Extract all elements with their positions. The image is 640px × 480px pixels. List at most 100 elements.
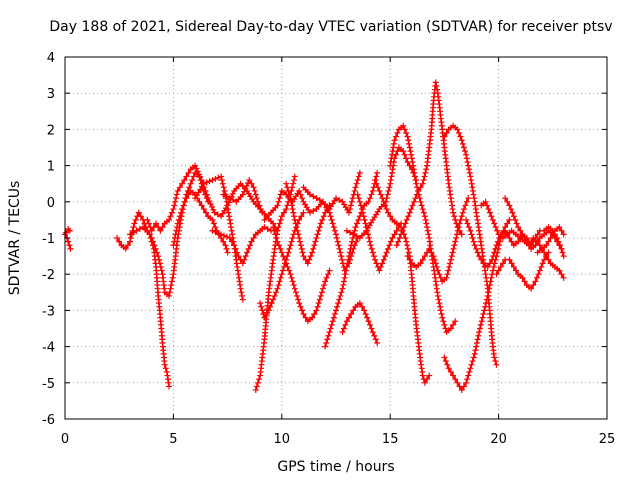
- data-point: [517, 227, 524, 234]
- data-point: [351, 227, 358, 234]
- data-point: [372, 336, 379, 343]
- data-point: [167, 213, 174, 220]
- data-point: [460, 206, 467, 213]
- data-point: [179, 180, 186, 187]
- y-tick-label: -4: [42, 341, 55, 356]
- data-point: [343, 267, 350, 274]
- data-point: [174, 220, 181, 227]
- data-point: [179, 206, 186, 213]
- data-point: [361, 307, 368, 314]
- data-point: [428, 249, 435, 256]
- data-point: [532, 278, 539, 285]
- data-point: [545, 238, 552, 245]
- data-point: [265, 307, 272, 314]
- data-point: [221, 187, 228, 194]
- series-track-30: [534, 224, 567, 256]
- data-point: [330, 224, 337, 231]
- data-point: [300, 253, 307, 260]
- data-point: [510, 213, 517, 220]
- data-point: [318, 289, 325, 296]
- data-point: [351, 187, 358, 194]
- data-point: [343, 263, 350, 270]
- data-point: [248, 180, 255, 187]
- data-point: [161, 361, 168, 368]
- data-point: [436, 271, 443, 278]
- data-point: [290, 209, 297, 216]
- data-point: [347, 229, 354, 236]
- data-point: [173, 191, 180, 198]
- data-point: [153, 220, 160, 227]
- y-tick-label: 2: [47, 123, 55, 138]
- series-track-16: [322, 169, 381, 350]
- data-point: [253, 195, 260, 202]
- data-point: [485, 206, 492, 213]
- data-point: [290, 177, 297, 184]
- data-point: [334, 303, 341, 310]
- data-point: [324, 336, 331, 343]
- data-point: [385, 209, 392, 216]
- series-layer: [62, 79, 567, 394]
- data-point: [465, 166, 472, 173]
- data-point: [393, 242, 400, 249]
- data-point: [289, 235, 296, 241]
- data-point: [451, 213, 458, 220]
- data-point: [458, 137, 465, 144]
- data-point: [467, 173, 474, 180]
- data-point: [66, 227, 73, 234]
- data-point: [417, 184, 424, 191]
- x-tick-label: 10: [274, 432, 291, 447]
- data-point: [491, 354, 498, 361]
- data-point: [354, 177, 361, 184]
- data-point: [214, 211, 221, 218]
- data-point: [297, 303, 304, 310]
- data-point: [479, 314, 486, 321]
- data-point: [419, 206, 426, 213]
- data-point: [340, 278, 347, 285]
- x-tick-label: 5: [169, 432, 177, 447]
- data-point: [437, 274, 444, 281]
- data-point: [362, 220, 369, 227]
- data-point: [195, 171, 202, 178]
- data-point: [159, 224, 166, 231]
- data-point: [310, 245, 317, 252]
- data-point: [373, 260, 380, 267]
- series-track-21: [387, 122, 459, 336]
- data-point: [124, 242, 131, 249]
- data-point: [311, 242, 318, 249]
- data-point: [325, 332, 332, 339]
- data-point: [293, 292, 300, 299]
- data-point: [325, 271, 332, 278]
- data-point: [490, 263, 497, 270]
- data-point: [364, 227, 371, 234]
- data-point: [371, 332, 378, 339]
- data-point: [192, 162, 199, 169]
- data-point: [350, 231, 357, 238]
- data-point: [558, 245, 565, 252]
- data-point: [560, 231, 567, 238]
- data-point: [406, 256, 413, 263]
- data-point: [144, 216, 151, 223]
- data-point: [256, 202, 263, 209]
- data-point: [239, 260, 246, 267]
- data-point: [63, 229, 70, 236]
- data-point: [300, 209, 307, 216]
- data-point: [202, 187, 209, 194]
- data-point: [206, 178, 213, 185]
- data-point: [365, 198, 372, 205]
- data-point: [357, 202, 364, 209]
- data-point: [276, 195, 283, 202]
- data-point: [391, 137, 398, 144]
- data-point: [328, 216, 335, 223]
- data-point: [367, 242, 374, 249]
- data-point: [483, 296, 490, 303]
- data-point: [235, 253, 242, 260]
- data-point: [167, 285, 174, 292]
- data-point: [365, 231, 372, 238]
- data-point: [185, 191, 192, 198]
- data-point: [114, 235, 121, 241]
- data-point: [133, 227, 140, 234]
- data-point: [319, 285, 326, 292]
- data-point: [288, 198, 295, 205]
- data-point: [543, 242, 550, 249]
- data-point: [329, 318, 336, 325]
